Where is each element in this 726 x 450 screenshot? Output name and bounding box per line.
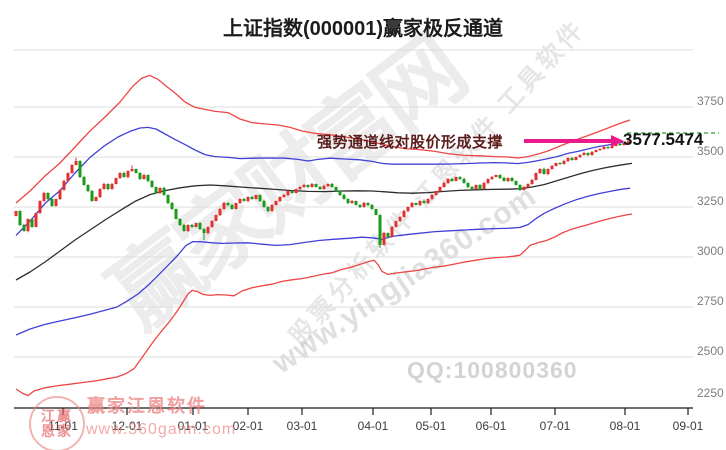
x-axis-label: 06-01 bbox=[476, 419, 507, 433]
x-axis-label: 04-01 bbox=[358, 419, 389, 433]
watermark-qq: QQ:100800360 bbox=[407, 357, 578, 383]
channel-line-lower_blue bbox=[15, 187, 631, 336]
support-annotation: 强势通道线对股价形成支撑 bbox=[317, 134, 504, 151]
y-axis-label: 2250 bbox=[697, 386, 724, 400]
y-axis-label: 3500 bbox=[697, 144, 724, 158]
x-axis-label: 07-01 bbox=[540, 419, 571, 433]
seal-text-row: 江赢 bbox=[41, 408, 73, 424]
x-axis-label: 05-01 bbox=[416, 419, 447, 433]
watermark-brand-name: 赢家江恩软件 bbox=[87, 396, 207, 416]
gridlines: 3750 3500 3250 3000 2750 2500 2250 bbox=[14, 49, 724, 400]
candles-layer bbox=[14, 138, 630, 248]
channel-line-lower_red bbox=[15, 213, 633, 397]
support-arrow-head bbox=[611, 135, 624, 147]
last-price-label: 3577.5474 bbox=[623, 130, 704, 149]
y-axis-label: 3250 bbox=[697, 194, 724, 208]
x-axis-label: 01-01 bbox=[178, 419, 209, 433]
channel-line-upper_red bbox=[15, 74, 631, 204]
y-axis-label: 2500 bbox=[697, 344, 724, 358]
y-axis-label: 3000 bbox=[697, 244, 724, 258]
seal-text-row: 恩家 bbox=[41, 423, 73, 439]
y-axis-label: 2750 bbox=[697, 294, 724, 308]
channel-line-middle_black bbox=[15, 162, 633, 281]
x-axis-label: 08-01 bbox=[610, 419, 641, 433]
channel-lines bbox=[15, 74, 633, 397]
page-title: 上证指数(000001)赢家极反通道 bbox=[222, 18, 504, 40]
y-axis-label: 3750 bbox=[697, 94, 724, 108]
x-axis-label: 12-01 bbox=[112, 419, 143, 433]
x-axis-label: 02-01 bbox=[233, 419, 264, 433]
watermark-brand-url: www.360gann.com bbox=[86, 421, 237, 438]
channel-line-upper_blue bbox=[15, 126, 624, 236]
x-axis-label: 09-01 bbox=[673, 419, 704, 433]
gann-seal-logo: 江赢 恩家 bbox=[29, 396, 85, 450]
x-axis-label: 03-01 bbox=[287, 419, 318, 433]
